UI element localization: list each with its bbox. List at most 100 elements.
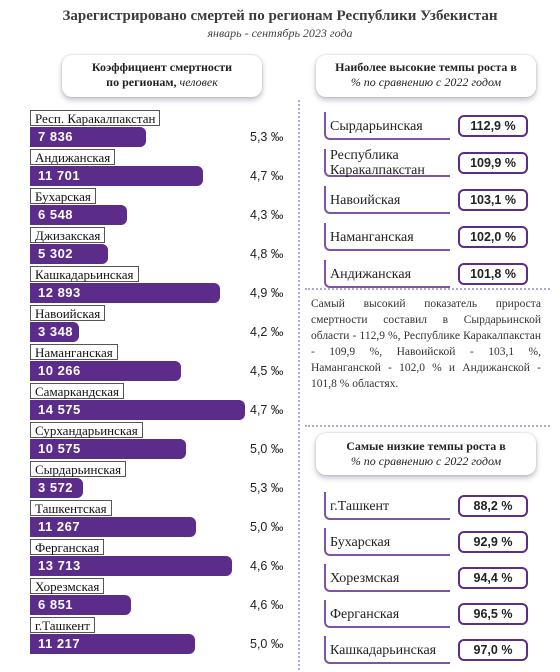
bar-value-label: 3 572 — [38, 480, 74, 495]
growth-region-name: Бухарская — [330, 534, 391, 550]
growth-value: 97,0 % — [458, 639, 528, 661]
growth-list-item: Кашкадарьинская 97,0 % — [318, 634, 538, 666]
growth-region: г.Ташкент — [324, 490, 460, 522]
growth-region-name: Наманганская — [330, 229, 414, 245]
top-header-line1: Наиболее высокие темпы роста в — [335, 60, 517, 74]
bar — [30, 439, 186, 459]
bar-value-label: 13 713 — [38, 558, 81, 573]
low-panel-header: Самые низкие темпы роста в % по сравнени… — [316, 433, 536, 475]
growth-note: Самый высокий показатель прироста смертн… — [311, 298, 541, 390]
bar — [30, 400, 245, 420]
divider-vertical — [298, 100, 300, 670]
growth-value: 109,9 % — [458, 152, 528, 174]
growth-list-item: Наманганская 102,0 % — [318, 221, 538, 253]
divider-bottom — [305, 425, 550, 427]
growth-region: Андижанская — [324, 258, 460, 290]
growth-value: 102,0 % — [458, 226, 528, 248]
growth-value: 88,2 % — [458, 495, 528, 517]
bar — [30, 478, 83, 498]
bar — [30, 166, 203, 186]
bracket-decoration — [324, 260, 450, 288]
low-header-line1: Самые низкие темпы роста в — [346, 439, 506, 453]
top-header-line2: % по сравнению с 2022 годом — [350, 75, 502, 89]
region-label: г.Ташкент — [30, 617, 95, 633]
growth-value: 112,9 % — [458, 115, 528, 137]
bar-value-label: 10 266 — [38, 363, 81, 378]
growth-region: Республика Каракалпакстан — [324, 147, 460, 179]
bar — [30, 127, 146, 147]
bar-value-label: 3 348 — [38, 324, 74, 339]
growth-list-item: Сырдарьинская 112,9 % — [318, 110, 538, 142]
bar — [30, 283, 221, 303]
region-label: Респ. Каракалпакстан — [30, 110, 161, 126]
mortality-rate-label: 5,0 ‰ — [250, 442, 284, 456]
bracket-decoration — [324, 223, 450, 251]
left-header-line1: Коэффициент смертности — [91, 60, 233, 74]
mortality-rate-label: 5,3 ‰ — [250, 481, 284, 495]
chart-title: Зарегистрировано смертей по регионам Рес… — [62, 8, 498, 24]
chart-subtitle: январь - сентябрь 2023 года — [207, 26, 353, 40]
growth-region-name: г.Ташкент — [330, 498, 390, 514]
region-label: Навоийская — [30, 305, 106, 321]
left-header-unit: человек — [179, 75, 218, 89]
bar-value-label: 14 575 — [38, 402, 81, 417]
growth-list-item: Бухарская 92,9 % — [318, 526, 538, 558]
bar — [30, 361, 182, 381]
bracket-decoration — [324, 564, 450, 592]
low-header-line2: % по сравнению с 2022 годом — [350, 454, 502, 468]
region-label: Бухарская — [30, 188, 96, 204]
bracket-decoration — [324, 636, 450, 664]
growth-region: Ферганская — [324, 598, 460, 630]
growth-list-item: Ферганская 96,5 % — [318, 598, 538, 630]
bar — [30, 205, 127, 225]
growth-region: Сырдарьинская — [324, 110, 460, 142]
mortality-rate-label: 4,5 ‰ — [250, 364, 284, 378]
growth-region-name: Республика Каракалпакстан — [330, 148, 425, 178]
bracket-decoration — [324, 528, 450, 556]
bracket-decoration — [324, 186, 450, 214]
mortality-rate-label: 4,6 ‰ — [250, 559, 284, 573]
mortality-rate-label: 4,8 ‰ — [250, 247, 284, 261]
bracket-decoration — [324, 149, 450, 177]
growth-value: 92,9 % — [458, 531, 528, 553]
bar-value-label: 11 267 — [38, 519, 81, 534]
growth-value: 94,4 % — [458, 567, 528, 589]
mortality-rate-label: 4,3 ‰ — [250, 208, 284, 222]
bar-value-label: 12 893 — [38, 285, 81, 300]
growth-region: Хорезмская — [324, 562, 460, 594]
growth-region: Кашкадарьинская — [324, 634, 460, 666]
bar-value-label: 5 302 — [38, 246, 74, 261]
growth-region-name: Кашкадарьинская — [330, 642, 437, 658]
region-label: Наманганская — [30, 344, 118, 360]
region-label: Ташкентская — [30, 500, 112, 516]
growth-value: 103,1 % — [458, 189, 528, 211]
bar-value-label: 6 548 — [38, 207, 74, 222]
bar-value-label: 6 851 — [38, 597, 74, 612]
region-label: Сырдарьинская — [30, 461, 127, 477]
left-header-line2: по регионам, — [106, 75, 177, 89]
growth-region-name: Хорезмская — [330, 570, 400, 586]
bar-value-label: 11 217 — [38, 636, 81, 651]
bar-value-label: 10 575 — [38, 441, 81, 456]
growth-list-item: Республика Каракалпакстан 109,9 % — [318, 147, 538, 179]
region-label: Хорезмская — [30, 578, 105, 594]
region-label: Самаркандская — [30, 383, 124, 399]
growth-list-item: Андижанская 101,8 % — [318, 258, 538, 290]
bar-value-label: 11 701 — [38, 168, 81, 183]
bar-value-label: 7 836 — [38, 129, 74, 144]
growth-list-item: Хорезмская 94,4 % — [318, 562, 538, 594]
growth-list-item: Навоийская 103,1 % — [318, 184, 538, 216]
region-label: Сурхандарьинская — [30, 422, 143, 438]
growth-value: 101,8 % — [458, 263, 528, 285]
bracket-decoration — [324, 600, 450, 628]
mortality-rate-label: 5,0 ‰ — [250, 637, 284, 651]
mortality-rate-label: 4,2 ‰ — [250, 325, 284, 339]
bar — [30, 595, 132, 615]
left-panel-header: Коэффициент смертности по регионам, чело… — [62, 55, 262, 97]
growth-region-name: Ферганская — [330, 606, 400, 622]
bar — [30, 634, 196, 654]
region-label: Андижанская — [30, 149, 116, 165]
growth-region-name: Навоийская — [330, 192, 401, 208]
bar — [30, 517, 197, 537]
bracket-decoration — [324, 112, 450, 140]
